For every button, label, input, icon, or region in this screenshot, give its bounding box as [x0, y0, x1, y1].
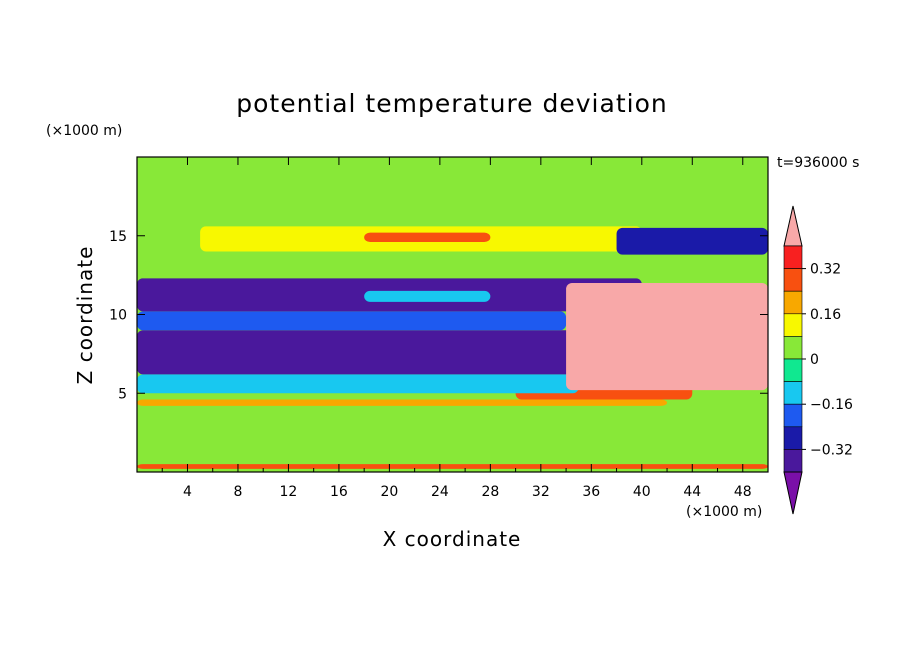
field-region-8 — [364, 290, 491, 302]
x-tick-label: 28 — [481, 484, 499, 500]
field-region-4 — [137, 374, 579, 394]
field-region-5 — [137, 330, 617, 375]
chart-title: potential temperature deviation — [236, 89, 667, 118]
colorbar-swatch — [783, 290, 803, 315]
colorbar-label: −0.32 — [810, 442, 853, 458]
x-tick-label: 44 — [683, 484, 701, 500]
x-tick-label: 8 — [233, 484, 242, 500]
field-region-9 — [137, 251, 668, 279]
x-tick-label: 12 — [280, 484, 298, 500]
x-axis-label: X coordinate — [383, 527, 522, 551]
colorbar: 0.32 0.16 0 −0.16 −0.32 — [783, 205, 853, 515]
time-label: t=936000 s — [777, 155, 859, 171]
y-axis-label: Z coordinate — [73, 246, 97, 385]
field-region-2 — [137, 399, 668, 406]
colorbar-swatch — [783, 313, 803, 337]
colorbar-swatch — [783, 381, 803, 405]
x-unit-label: (×1000 m) — [686, 504, 762, 520]
colorbar-swatch — [783, 449, 803, 473]
field-region-14 — [566, 283, 768, 391]
x-tick-label: 48 — [734, 484, 752, 500]
y-tick-label: 10 — [109, 308, 127, 324]
colorbar-swatch — [783, 426, 803, 450]
y-unit-label: (×1000 m) — [46, 123, 122, 139]
y-axis: 5 10 15 — [109, 229, 768, 402]
x-tick-label: 4 — [183, 484, 192, 500]
colorbar-swatch — [783, 336, 803, 360]
x-tick-label: 40 — [633, 484, 651, 500]
field-region-0 — [137, 405, 768, 469]
colorbar-label: 0.32 — [810, 262, 841, 278]
colorbar-label: 0.16 — [810, 307, 841, 323]
x-axis: 4 8 12 16 20 24 28 32 36 40 44 48 — [161, 157, 752, 500]
colorbar-label: −0.16 — [810, 397, 853, 413]
y-tick-label: 5 — [118, 386, 127, 402]
colorbar-bottom-arrow — [783, 471, 803, 515]
field-region-11 — [364, 232, 491, 243]
colorbar-swatch — [783, 268, 803, 292]
field-layer — [137, 157, 768, 472]
colorbar-swatch — [783, 403, 803, 428]
colorbar-label: 0 — [810, 352, 819, 368]
y-tick-label: 15 — [109, 229, 127, 245]
x-tick-label: 16 — [330, 484, 348, 500]
field-region-1 — [137, 464, 768, 469]
field-region-12 — [616, 227, 768, 255]
x-tick-label: 20 — [380, 484, 398, 500]
x-tick-label: 36 — [582, 484, 600, 500]
colorbar-swatch — [783, 358, 803, 382]
x-tick-label: 24 — [431, 484, 449, 500]
colorbar-swatch — [783, 245, 803, 269]
colorbar-top-arrow — [783, 205, 803, 247]
field-region-6 — [137, 311, 567, 331]
field-region-13 — [137, 157, 768, 227]
x-tick-label: 32 — [532, 484, 550, 500]
